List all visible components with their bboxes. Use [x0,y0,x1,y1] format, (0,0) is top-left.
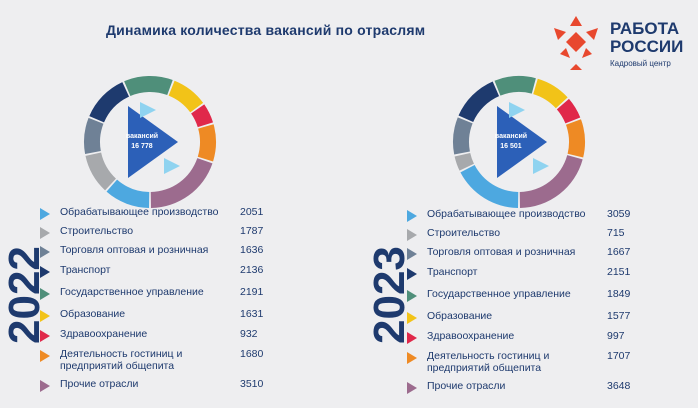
slice-2022-обрабатывающее-производство [106,179,150,208]
slice-2022-строительство [85,152,116,191]
slice-2023-строительство [454,152,474,171]
slice-2022-деятельность-гостиниц-и-предприятий-общепита [197,124,217,162]
legend-label: Торговля оптовая и розничная [427,246,576,258]
legend-label: Государственное управление [60,286,204,298]
legend-label: Торговля оптовая и розничная [60,244,209,256]
legend-triangle-icon [407,290,417,302]
accent-triangle-icon [509,102,525,118]
legend-2022: Обрабатывающее производство 2051 Строитель… [40,206,300,406]
legend-label: Образование [427,310,493,322]
slice-2022-торговля-оптовая-и-розничная [84,117,104,154]
legend-label: Образование [60,308,126,320]
legend-value: 997 [607,330,625,342]
legend-label: Государственное управление [427,288,571,300]
legend-value: 3510 [240,378,264,390]
legend-triangle-icon [40,227,50,239]
logo-line1: РАБОТА [610,19,680,38]
legend-value: 1636 [240,244,264,256]
legend-label: Транспорт [60,264,111,276]
rabota-rossii-logo: РАБОТА РОССИИ Кадровый центр [546,14,694,72]
legend-value: 715 [607,227,625,239]
legend-value: 1707 [607,350,631,362]
slice-2023-деятельность-гостиниц-и-предприятий-общепита [565,119,585,158]
legend-value: 1631 [240,308,264,320]
slice-2023-образование [533,78,568,109]
legend-label: Обрабатывающее производство [427,208,586,220]
slice-2022-прочие-отрасли [150,158,213,208]
center-play-icon [497,106,547,178]
accent-triangle-icon [140,102,156,118]
legend-value: 2051 [240,206,264,218]
legend-value: 1849 [607,288,631,300]
logo-star-icon [554,16,598,70]
legend-triangle-icon [40,208,50,220]
legend-2023: Обрабатывающее производство 3059 Строитель… [407,208,667,408]
legend-value: 1667 [607,246,631,258]
legend-triangle-icon [40,350,50,362]
center-total: 16 501 [500,143,522,150]
legend-value: 2191 [240,286,264,298]
legend-label: Обрабатывающее производство [60,206,219,218]
legend-label: Прочие отрасли [60,378,139,390]
legend-triangle-icon [40,310,50,322]
accent-triangle-icon [533,158,549,174]
center-label: вакансий [495,132,527,140]
legend-triangle-icon [407,352,417,364]
logo-subtitle: Кадровый центр [610,59,671,68]
legend-triangle-icon [40,330,50,342]
slice-2022-образование [168,80,204,113]
slice-2022-государственное-управление [124,76,173,96]
accent-triangle-icon [164,158,180,174]
legend-label: Деятельность гостиниц и предприятий обще… [60,348,183,372]
legend-label: Строительство [60,225,134,237]
legend-label: Здравоохранение [60,328,148,340]
legend-label: Транспорт [427,266,478,278]
center-total: 16 778 [131,143,153,150]
legend-triangle-icon [407,248,417,260]
slice-2023-транспорт [458,81,500,122]
legend-value: 1680 [240,348,264,360]
legend-triangle-icon [40,246,50,258]
slice-2023-здравоохранение [556,98,581,124]
legend-value: 3059 [607,208,631,220]
slice-2023-государственное-управление [494,76,536,96]
center-play-icon [128,106,178,178]
legend-triangle-icon [407,382,417,394]
slice-2023-обрабатывающее-производство [460,165,519,208]
panel-2022: вакансий 16 778 2022 Обрабатывающее произ… [0,0,330,408]
legend-label: Деятельность гостиниц и предприятий обще… [427,350,550,374]
slice-2022-транспорт [89,82,130,123]
legend-triangle-icon [40,288,50,300]
legend-triangle-icon [407,312,417,324]
legend-value: 1577 [607,310,631,322]
page-title: Динамика количества вакансий по отраслям [106,22,426,38]
center-label: вакансий [126,132,158,140]
logo-line2: РОССИИ [610,37,684,56]
legend-triangle-icon [407,229,417,241]
legend-triangle-icon [407,332,417,344]
slice-2023-прочие-отрасли [519,155,583,208]
legend-value: 2136 [240,264,264,276]
legend-triangle-icon [407,268,417,280]
legend-value: 932 [240,328,258,340]
donut-chart-2022: вакансий 16 778 [84,76,217,208]
legend-value: 3648 [607,380,631,392]
legend-triangle-icon [40,266,50,278]
legend-label: Здравоохранение [427,330,515,342]
legend-value: 1787 [240,225,264,237]
legend-label: Прочие отрасли [427,380,506,392]
slice-2022-здравоохранение [191,104,214,128]
legend-triangle-icon [407,210,417,222]
legend-label: Строительство [427,227,501,239]
donut-chart-2023: вакансий 16 501 [453,76,585,208]
slice-2023-торговля-оптовая-и-розничная [453,117,473,155]
panel-2023: вакансий 16 501 2023 Обрабатывающее произ… [365,0,695,408]
legend-value: 2151 [607,266,631,278]
legend-triangle-icon [40,380,50,392]
